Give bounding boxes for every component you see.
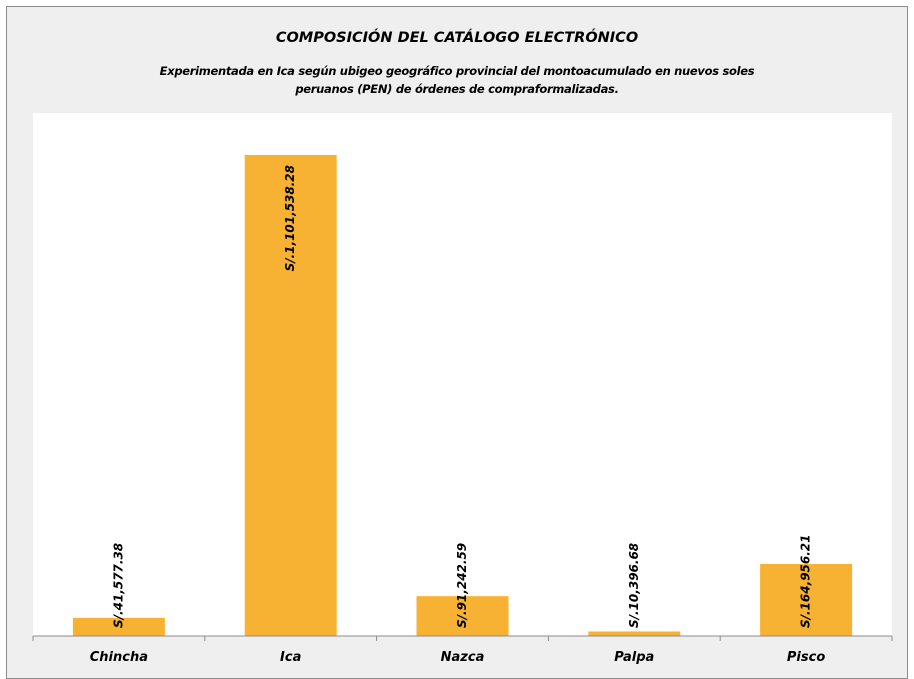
category-label-chincha: Chincha (90, 650, 148, 665)
data-label-palpa: S/.10,396.68 (627, 543, 641, 628)
category-labels-group: Chincha Ica Nazca Palpa Pisco (90, 650, 826, 665)
chart-title: COMPOSICIÓN DEL CATÁLOGO ELECTRÓNICO (275, 30, 639, 46)
bars-group (72, 155, 853, 636)
data-label-chincha: S/.41,577.38 (111, 543, 125, 628)
x-ticks-group (32, 636, 893, 641)
bar-nazca (416, 596, 509, 636)
plot-area (33, 113, 892, 636)
data-label-ica: S/.1,101,538.28 (283, 165, 297, 271)
data-label-pisco: S/.164,956.21 (799, 535, 813, 629)
category-label-nazca: Nazca (441, 650, 485, 665)
bar-pisco (760, 563, 853, 636)
category-label-ica: Ica (280, 650, 301, 665)
chart-subtitle: Experimentada en Ica según ubigeo geográ… (159, 64, 755, 96)
bar-ica (244, 155, 337, 636)
category-label-pisco: Pisco (787, 650, 825, 665)
data-labels-group: S/.41,577.38 S/.1,101,538.28 S/.91,242.59 S… (111, 165, 812, 628)
bar-palpa (588, 631, 681, 636)
bar-chincha (72, 617, 165, 636)
category-label-palpa: Palpa (614, 650, 654, 665)
data-label-nazca: S/.91,242.59 (455, 543, 469, 628)
